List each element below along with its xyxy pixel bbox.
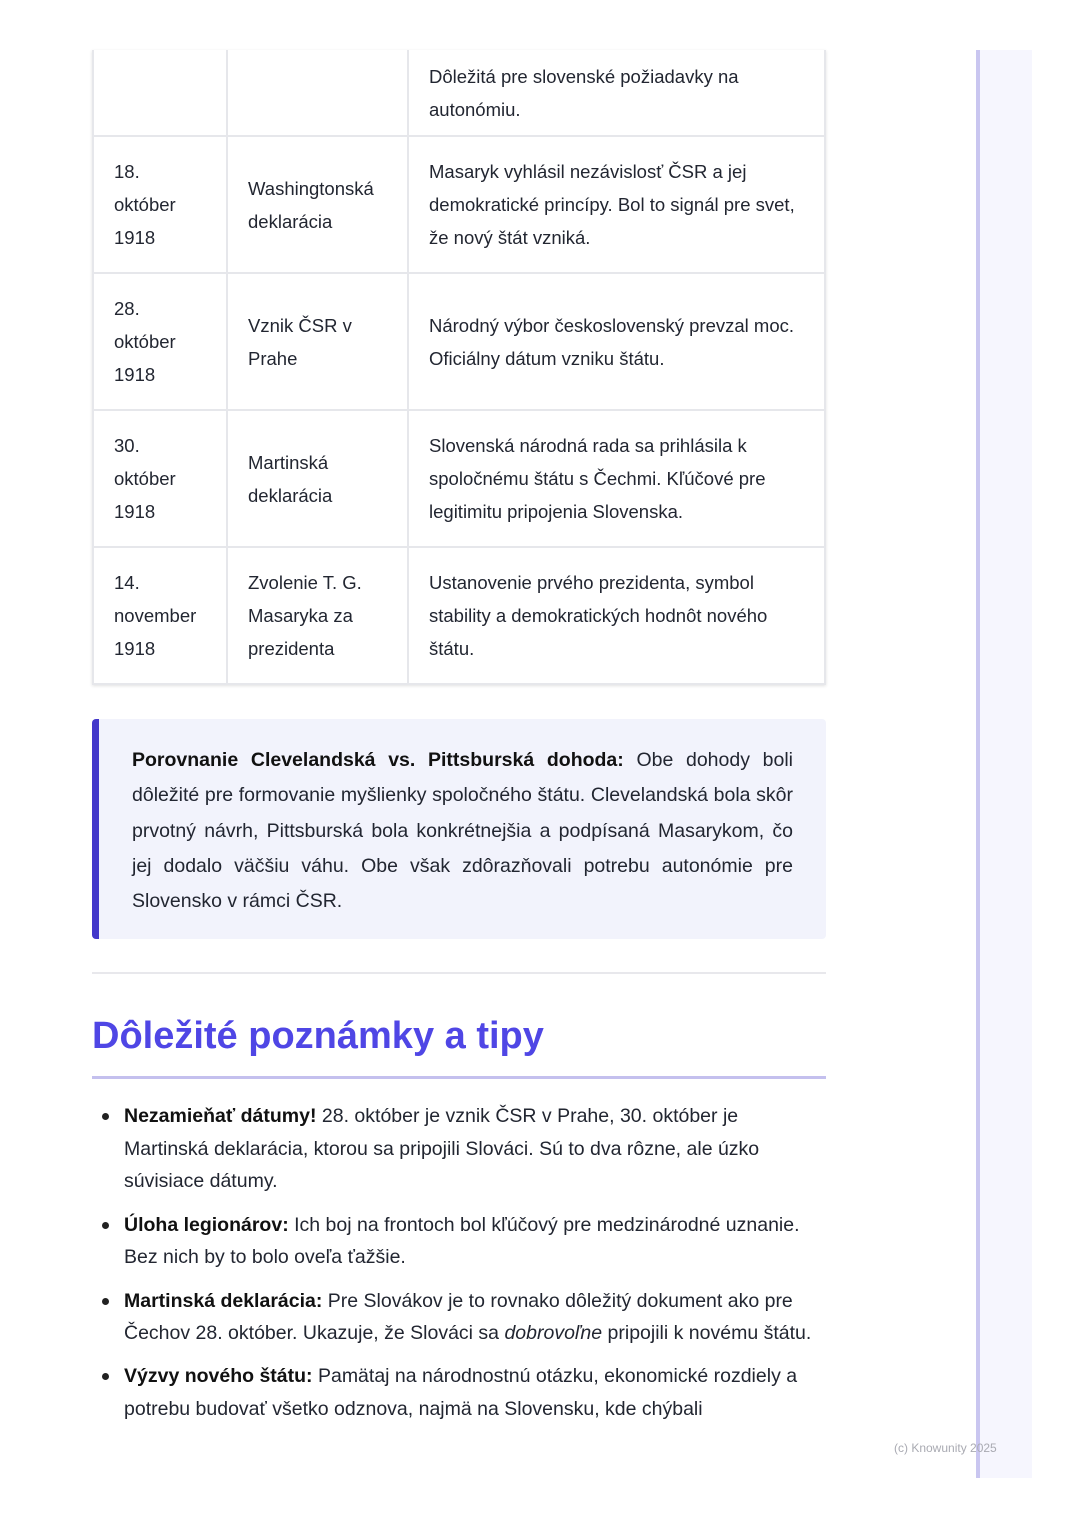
event-cell <box>226 50 409 137</box>
tip-text-after: pripojili k novému štátu. <box>602 1322 812 1345</box>
event-cell: Martinská deklarácia <box>226 409 409 548</box>
table-row: 30. október 1918 Martinská deklarácia Slov… <box>92 409 826 548</box>
copyright: (c) Knowunity 2025 <box>894 1441 997 1455</box>
list-item: Úloha legionárov: Ich boj na frontoch bo… <box>102 1209 826 1274</box>
section-title: Dôležité poznámky a tipy <box>92 1015 544 1057</box>
tip-bold: Martinská deklarácia: <box>124 1289 323 1312</box>
date-cell: 14. november 1918 <box>92 546 228 685</box>
tips-list: Nezamieňať dátumy! 28. október je vznik … <box>92 1100 826 1436</box>
side-panel <box>976 50 1032 1478</box>
callout-text: Obe dohody boli dôležité pre formovanie … <box>132 749 793 913</box>
tip-text: Ich boj na frontoch bol kľúčový pre medz… <box>124 1213 800 1269</box>
title-underline <box>92 1076 826 1079</box>
comparison-callout: Porovnanie Clevelandská vs. Pittsburská … <box>92 719 826 939</box>
tip-text: 28. október je vznik ČSR v Prahe, 30. ok… <box>124 1105 760 1193</box>
tip-bold: Nezamieňať dátumy! <box>124 1105 317 1127</box>
event-cell: Zvolenie T. G. Masaryka za prezidenta <box>226 546 409 685</box>
description-cell: Dôležitá pre slovenské požiadavky na aut… <box>407 50 826 137</box>
table-row: 18. október 1918 Washingtonská deklarácia… <box>92 135 826 274</box>
description-cell: Ustanovenie prvého prezidenta, symbol st… <box>407 546 826 685</box>
table-row: Dôležitá pre slovenské požiadavky na aut… <box>92 50 826 137</box>
list-item: Výzvy nového štátu: Pamätaj na národnost… <box>102 1360 826 1425</box>
date-cell: 28. október 1918 <box>92 272 228 411</box>
tip-bold: Výzvy nového štátu: <box>124 1365 313 1388</box>
callout-bold: Porovnanie Clevelandská vs. Pittsburská … <box>132 749 624 771</box>
event-cell: Washingtonská deklarácia <box>226 135 409 274</box>
date-cell <box>92 50 228 137</box>
list-item: Martinská deklarácia: Pre Slovákov je to… <box>102 1285 826 1350</box>
description-cell: Národný výbor československý prevzal moc… <box>407 272 826 411</box>
date-cell: 30. október 1918 <box>92 409 228 548</box>
description-cell: Masaryk vyhlásil nezávislosť ČSR a jej d… <box>407 135 826 274</box>
date-cell: 18. október 1918 <box>92 135 228 274</box>
divider <box>92 972 826 974</box>
description-cell: Slovenská národná rada sa prihlásila k s… <box>407 409 826 548</box>
tip-text: Pre Slovákov je to rovnako dôležitý doku… <box>124 1289 793 1345</box>
tip-text: Pamätaj na národnostnú otázku, ekonomick… <box>124 1365 798 1421</box>
table-row: 14. november 1918 Zvolenie T. G. Masaryka… <box>92 546 826 685</box>
event-cell: Vznik ČSR v Prahe <box>226 272 409 411</box>
table-row: 28. október 1918 Vznik ČSR v Prahe Národný… <box>92 272 826 411</box>
list-item: Nezamieňať dátumy! 28. október je vznik … <box>102 1100 826 1198</box>
timeline-table: Dôležitá pre slovenské požiadavky na aut… <box>92 50 826 685</box>
tip-italic: dobrovoľne <box>504 1322 603 1345</box>
tip-bold: Úloha legionárov: <box>124 1213 289 1236</box>
